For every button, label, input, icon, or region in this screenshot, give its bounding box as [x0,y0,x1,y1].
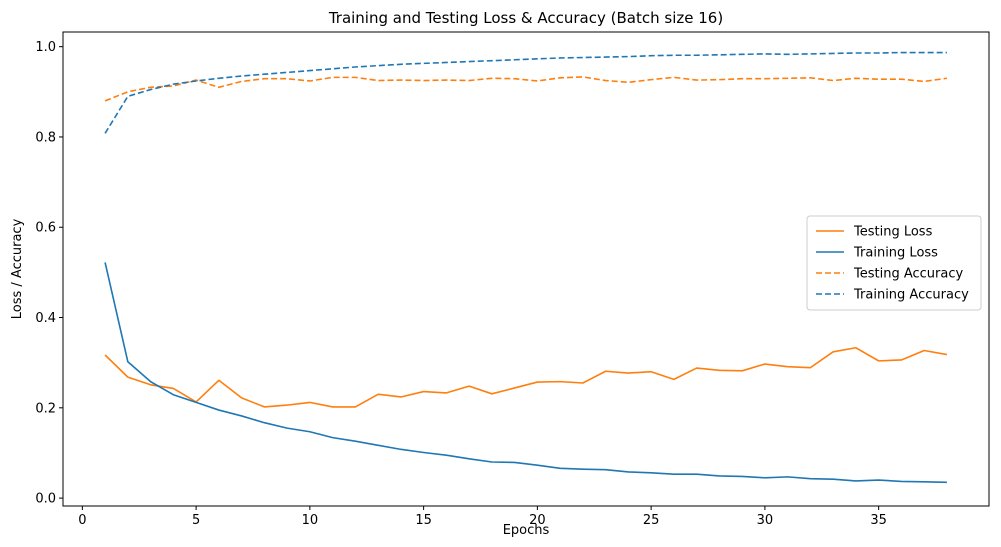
x-tick-label: 35 [870,513,887,528]
x-tick-label: 5 [192,513,200,528]
y-tick-label: 0.4 [35,311,56,326]
series-line-2 [104,76,948,102]
x-tick-label: 0 [78,513,86,528]
y-tick-label: 1.0 [35,40,56,55]
x-axis-label: Epochs [503,523,550,538]
legend-label: Training Loss [853,246,938,261]
y-tick-label: 0.6 [35,221,56,236]
series-line-1 [104,262,947,484]
x-tick-label: 15 [415,513,432,528]
legend-box [806,215,982,311]
plot-frame [62,31,990,507]
plot-lines [104,51,948,484]
y-tick-label: 0.2 [35,401,56,416]
legend-label: Training Accuracy [853,288,969,303]
chart-title: Training and Testing Loss & Accuracy (Ba… [328,9,723,27]
series-line-0 [104,346,948,408]
y-tick-label: 0.0 [35,492,56,507]
y-tick-label: 0.8 [35,130,56,145]
series-line-3 [104,51,947,134]
x-tick-label: 20 [529,513,546,528]
y-axis-label: Loss / Accuracy [10,218,25,319]
legend-label: Testing Accuracy [853,267,963,282]
x-tick-label: 30 [757,513,774,528]
legend-label: Testing Loss [853,225,933,240]
x-axis-ticks: 0 5 10 15 20 25 30 35 [78,506,887,528]
y-axis-ticks: 0.0 0.2 0.4 0.6 0.8 1.0 [35,40,63,507]
x-tick-label: 25 [643,513,660,528]
legend: Testing Loss Training Loss Testing Accurac… [806,215,982,311]
x-tick-label: 10 [302,513,319,528]
